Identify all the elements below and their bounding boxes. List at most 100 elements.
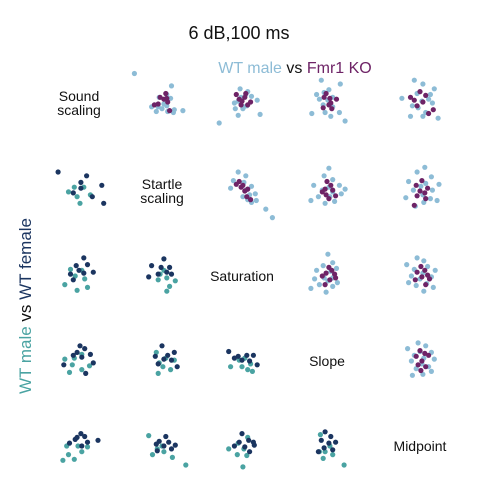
point-wt-male <box>71 184 77 190</box>
left-legend: WT male vs WT female <box>16 218 35 394</box>
point-wt-male <box>254 97 260 103</box>
point-wt-female <box>326 440 332 446</box>
point-fmr1-ko <box>238 102 244 108</box>
top-legend: WT male vs Fmr1 KO <box>218 60 372 77</box>
point-wt-male <box>428 368 434 374</box>
variable-label-saturation: Saturation <box>210 268 274 284</box>
point-wt-male <box>434 197 440 204</box>
point-wt-female <box>70 190 76 196</box>
point-wt-male <box>131 70 137 77</box>
point-wt-male <box>411 77 417 83</box>
point-wt-female <box>155 361 161 367</box>
point-wt-male <box>146 433 152 439</box>
point-wt-female <box>82 433 88 440</box>
point-fmr1-ko <box>244 194 250 200</box>
point-wt-male <box>84 444 91 450</box>
point-fmr1-ko <box>248 197 254 203</box>
point-fmr1-ko <box>321 94 327 100</box>
point-fmr1-ko <box>326 102 332 108</box>
point-wt-male <box>71 456 77 462</box>
point-wt-male <box>248 93 255 99</box>
point-wt-male <box>409 372 415 378</box>
point-wt-male <box>403 195 409 201</box>
point-fmr1-ko <box>423 92 429 98</box>
point-wt-female <box>321 445 327 451</box>
point-wt-male <box>330 177 336 183</box>
point-wt-male <box>423 343 429 349</box>
point-wt-male <box>161 449 167 455</box>
panel-r0-c3 <box>309 77 348 124</box>
point-fmr1-ko <box>407 94 414 100</box>
point-wt-male <box>234 452 240 458</box>
point-wt-male <box>338 191 344 197</box>
point-wt-female <box>74 349 80 355</box>
point-wt-female <box>231 355 237 361</box>
variable-label-sound-line-1: Sound <box>59 88 99 104</box>
point-wt-male <box>405 346 411 352</box>
point-fmr1-ko <box>327 277 333 283</box>
point-wt-male <box>427 91 433 98</box>
point-wt-male <box>232 106 238 112</box>
point-wt-male <box>248 183 255 189</box>
point-wt-male <box>86 363 93 369</box>
point-wt-male <box>253 197 259 204</box>
scatter-points <box>55 70 442 470</box>
point-wt-male <box>228 364 234 370</box>
panel-r0-c2 <box>216 86 263 126</box>
point-wt-male <box>312 276 318 282</box>
point-fmr1-ko <box>329 106 335 112</box>
point-wt-female <box>78 431 84 437</box>
point-wt-male <box>415 340 421 346</box>
point-fmr1-ko <box>163 90 169 97</box>
point-wt-female <box>161 356 167 362</box>
point-wt-female <box>236 439 242 445</box>
panel-r2-c1 <box>146 256 178 294</box>
point-wt-male <box>74 287 80 293</box>
point-fmr1-ko <box>417 188 423 194</box>
variable-label-midpoint: Midpoint <box>394 438 447 454</box>
point-wt-male <box>326 87 332 93</box>
point-fmr1-ko <box>326 196 332 202</box>
point-wt-male <box>332 198 338 204</box>
point-fmr1-ko <box>413 353 419 359</box>
panel-r2-c3 <box>308 251 340 295</box>
point-wt-female <box>161 443 167 449</box>
point-fmr1-ko <box>323 270 329 276</box>
point-wt-male <box>420 81 426 87</box>
point-wt-male <box>317 432 323 438</box>
panel-r4-c2 <box>226 431 257 470</box>
point-wt-male <box>183 462 189 468</box>
point-wt-female <box>165 352 171 358</box>
point-fmr1-ko <box>330 187 336 193</box>
variable-label-saturation-line-1: Saturation <box>210 268 274 284</box>
point-wt-female <box>168 357 175 363</box>
panel-r0-c4 <box>399 77 441 121</box>
point-fmr1-ko <box>333 96 340 102</box>
point-wt-male <box>333 265 340 271</box>
point-wt-female <box>171 349 177 355</box>
point-wt-female <box>242 444 248 450</box>
point-wt-female <box>172 442 178 448</box>
point-fmr1-ko <box>414 103 420 109</box>
point-fmr1-ko <box>333 275 339 281</box>
point-wt-male <box>309 110 315 117</box>
point-wt-male <box>308 197 314 204</box>
point-fmr1-ko <box>425 185 431 191</box>
point-wt-male <box>79 367 85 373</box>
point-wt-female <box>90 360 96 366</box>
point-wt-male <box>252 191 258 197</box>
point-fmr1-ko <box>430 107 436 113</box>
point-wt-male <box>153 108 159 115</box>
point-wt-female <box>84 262 91 268</box>
point-wt-female <box>158 264 164 270</box>
point-fmr1-ko <box>418 367 424 374</box>
point-wt-male <box>155 370 161 376</box>
legend-vs-lower: vs <box>16 305 35 322</box>
point-wt-female <box>84 173 90 179</box>
point-wt-male <box>84 284 91 290</box>
point-wt-male <box>325 251 331 257</box>
panel-r3-c1 <box>152 343 180 376</box>
point-fmr1-ko <box>414 193 420 199</box>
point-wt-female <box>149 263 155 269</box>
